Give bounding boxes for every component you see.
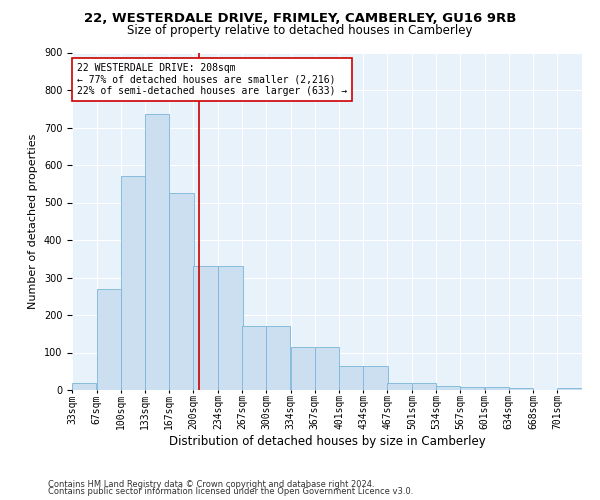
Bar [121, 176, 145, 390]
Text: 22 WESTERDALE DRIVE: 208sqm
← 77% of detached houses are smaller (2,216)
22% of : 22 WESTERDALE DRIVE: 208sqm ← 77% of det… [77, 62, 347, 96]
Bar [314, 347, 339, 390]
Bar [242, 326, 266, 390]
Bar [364, 366, 388, 390]
Bar [412, 382, 436, 390]
Bar [193, 266, 218, 390]
Bar [340, 366, 364, 390]
X-axis label: Distribution of detached houses by size in Camberley: Distribution of detached houses by size … [169, 435, 485, 448]
Y-axis label: Number of detached properties: Number of detached properties [28, 134, 38, 309]
Bar [557, 388, 582, 390]
Bar [218, 266, 242, 390]
Bar [266, 326, 290, 390]
Bar [436, 386, 460, 390]
Bar [290, 347, 315, 390]
Bar [169, 193, 194, 390]
Bar [72, 382, 97, 390]
Bar [145, 114, 169, 390]
Bar [485, 387, 509, 390]
Bar [509, 388, 533, 390]
Bar [460, 387, 484, 390]
Text: 22, WESTERDALE DRIVE, FRIMLEY, CAMBERLEY, GU16 9RB: 22, WESTERDALE DRIVE, FRIMLEY, CAMBERLEY… [84, 12, 516, 26]
Text: Size of property relative to detached houses in Camberley: Size of property relative to detached ho… [127, 24, 473, 37]
Text: Contains public sector information licensed under the Open Government Licence v3: Contains public sector information licen… [48, 488, 413, 496]
Text: Contains HM Land Registry data © Crown copyright and database right 2024.: Contains HM Land Registry data © Crown c… [48, 480, 374, 489]
Bar [387, 382, 412, 390]
Bar [97, 289, 121, 390]
